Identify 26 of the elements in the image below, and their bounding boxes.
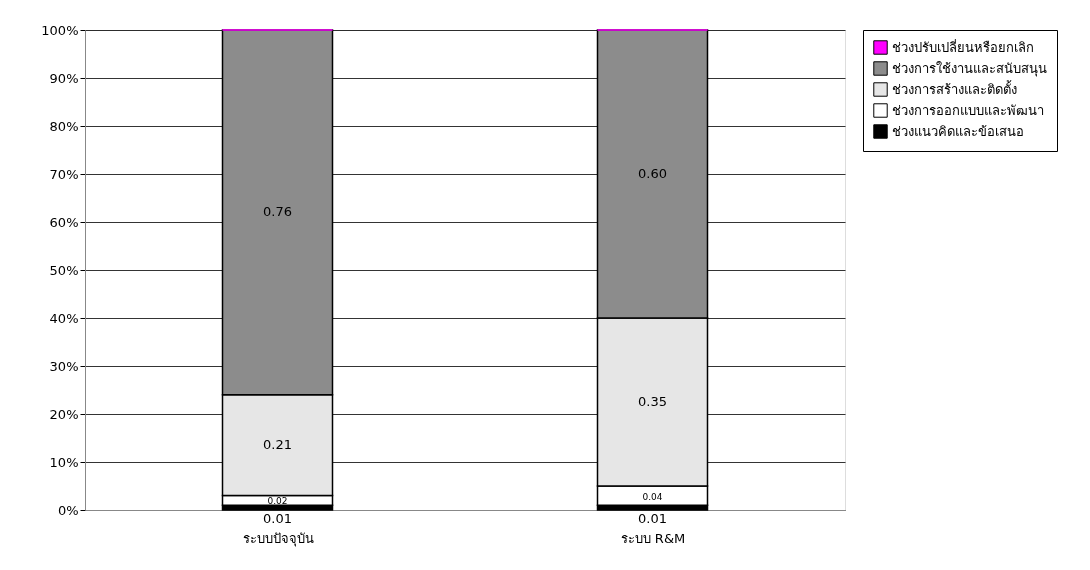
y-tick-label: 30% [49, 358, 79, 374]
data-label: 0.21 [263, 437, 292, 453]
legend-label: ช่วงการสร้างและติดตั้ง [892, 79, 1017, 97]
legend-label: ช่วงการใช้งานและสนับสนุน [892, 60, 1047, 77]
legend-label: ช่วงการออกแบบและพัฒนา [892, 102, 1044, 118]
y-tick-label: 90% [49, 70, 79, 86]
data-label: 0.01 [638, 511, 667, 526]
x-tick-label: ระบบปัจจุบัน [242, 530, 314, 547]
data-label: 0.04 [642, 491, 663, 502]
data-label: 0.76 [263, 204, 292, 220]
y-tick-label: 50% [49, 262, 79, 278]
y-tick-label: 0% [57, 502, 79, 518]
legend-label: ช่วงแนวคิดและข้อเสนอ [892, 123, 1024, 139]
y-tick-label: 70% [49, 166, 79, 182]
y-tick-label: 60% [49, 214, 79, 230]
y-tick-label: 100% [41, 22, 79, 38]
data-label: 0.60 [638, 166, 667, 181]
data-label: 0.35 [638, 394, 667, 409]
data-label: 0.01 [263, 511, 292, 526]
y-tick-label: 10% [49, 454, 79, 470]
y-tick-label: 20% [49, 406, 79, 422]
y-tick-label: 80% [49, 118, 79, 134]
legend-label: ช่วงปรับเปลี่ยนหรือยกเลิก [892, 38, 1034, 55]
x-tick-label: ระบบ R&M [620, 530, 686, 546]
y-tick-label: 40% [49, 310, 79, 326]
data-label: 0.02 [267, 496, 288, 507]
